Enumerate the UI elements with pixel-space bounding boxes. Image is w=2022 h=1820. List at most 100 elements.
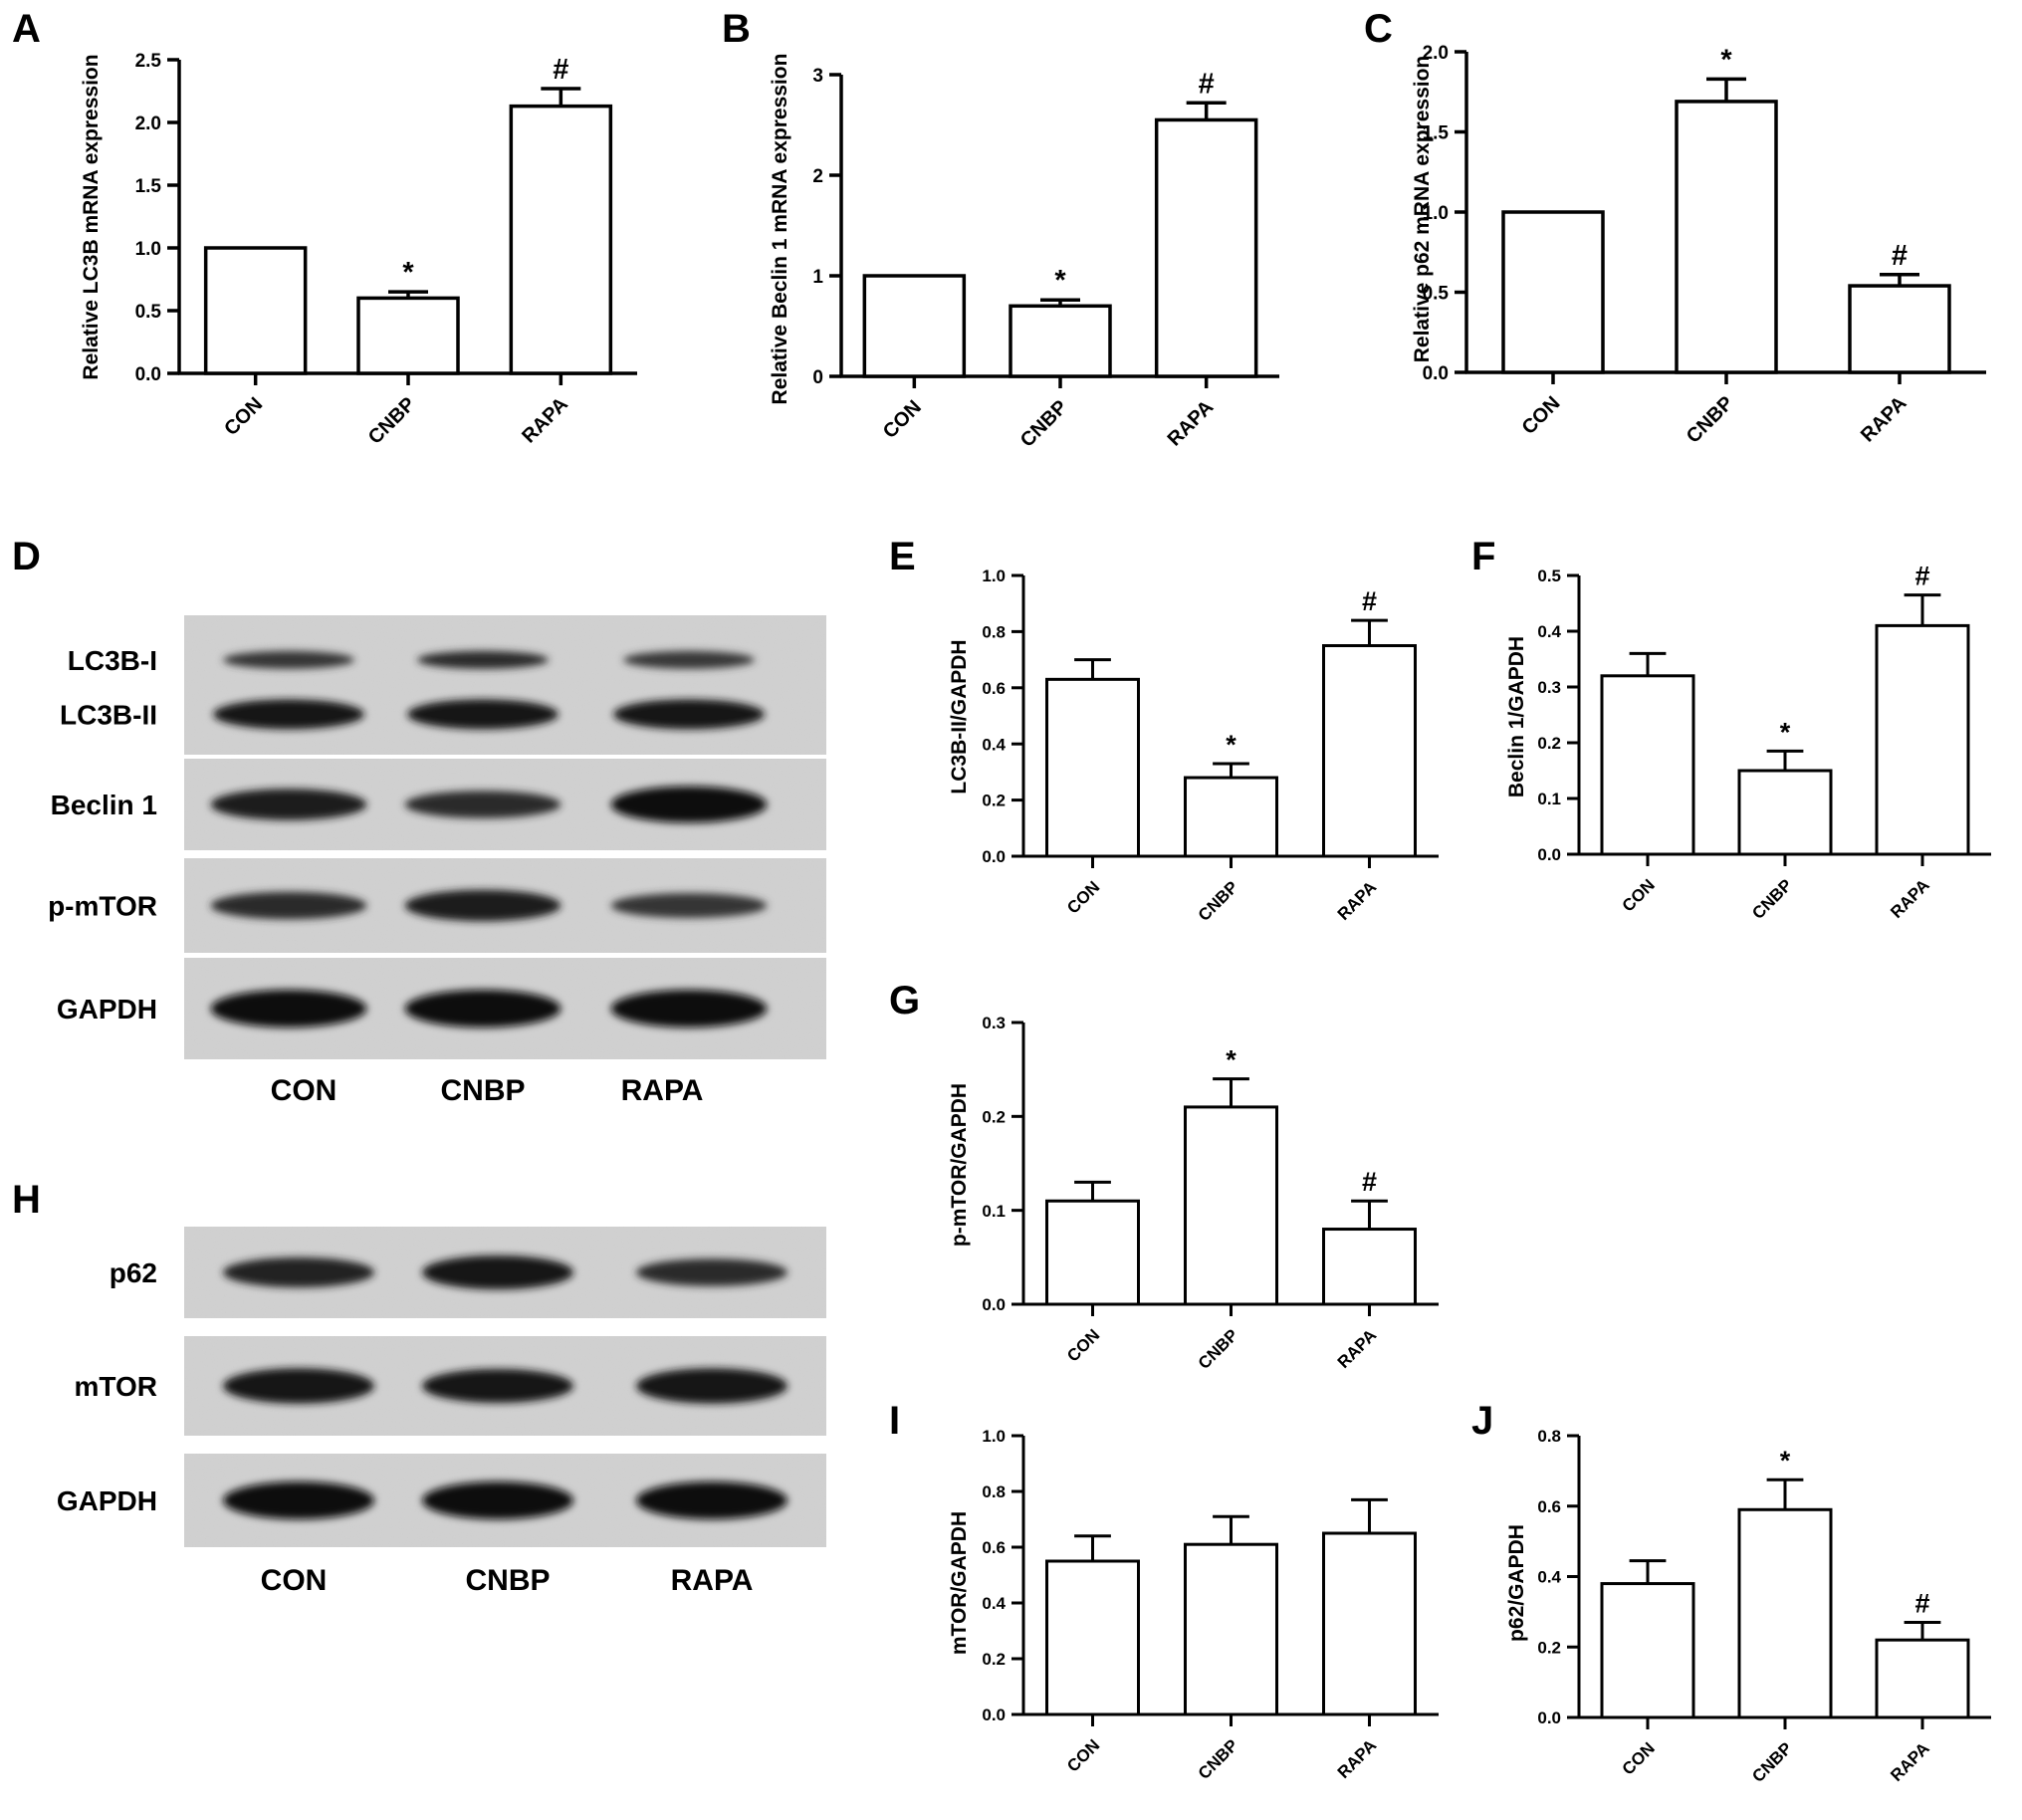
significance-asterisk: * (402, 257, 414, 289)
category-label: RAPA (1887, 875, 1933, 922)
category-label: CNBP (1748, 875, 1795, 922)
bar-rapa (1875, 623, 1970, 856)
significance-hash: # (1892, 240, 1908, 272)
panel-letter: F (1471, 535, 1495, 578)
y-axis-label: Relative LC3B mRNA expression (80, 54, 103, 379)
lane-label: CON (271, 1074, 337, 1107)
y-tick-label: 0.1 (1537, 790, 1561, 808)
y-tick-label: 0.2 (982, 1107, 1006, 1126)
y-tick-label: 0.0 (1537, 845, 1561, 864)
y-tick-label: 0.4 (982, 1594, 1006, 1613)
blot-row-label: mTOR (75, 1371, 158, 1402)
bar-cnbp (1184, 1105, 1278, 1306)
category-label: CON (1619, 875, 1659, 915)
y-tick-label: 0.0 (1423, 363, 1449, 384)
blot-strip: GAPDH (57, 1454, 826, 1547)
y-tick-label: 0.5 (1537, 567, 1561, 585)
bar-cnbp (1184, 1542, 1278, 1716)
bar-cnbp (1184, 776, 1278, 858)
protein-band (422, 1254, 573, 1290)
blot-row-label: GAPDH (57, 1485, 157, 1516)
significance-hash: # (553, 54, 568, 86)
y-tick-label: 0.4 (1537, 1568, 1561, 1587)
category-label: CON (1619, 1738, 1659, 1778)
blot-row-label: Beclin 1 (51, 790, 157, 820)
bar-con (203, 246, 308, 375)
bar-chart-f: F 0.0 0.1 0.2 0.3 0.4 0.5 Beclin 1/GAPDH CON * CNB… (1471, 535, 1991, 923)
category-label: RAPA (1334, 1325, 1381, 1372)
category-label: CNBP (1195, 1735, 1241, 1782)
blot-row-label: GAPDH (57, 994, 157, 1024)
protein-band (223, 1368, 374, 1404)
category-label: CNBP (1195, 877, 1241, 924)
protein-band (210, 789, 367, 820)
protein-band (404, 791, 562, 818)
lane-label: CNBP (440, 1074, 525, 1107)
bar-cnbp (1737, 769, 1833, 856)
blot-row-label: p62 (110, 1257, 157, 1288)
y-tick-label: 1.0 (982, 567, 1006, 585)
bar-chart-g: G 0.0 0.1 0.2 0.3 p-mTOR/GAPDH CON * CNBP # RAPA (889, 979, 1439, 1373)
category-label: CON (1063, 877, 1103, 917)
protein-band (213, 699, 364, 730)
bar-con (1501, 210, 1605, 374)
y-tick-label: 0.1 (982, 1202, 1006, 1221)
bar-rapa (1848, 284, 1951, 374)
protein-band (610, 990, 768, 1027)
panel-letter: D (12, 535, 41, 578)
panel-letter: C (1364, 7, 1393, 51)
bar-chart-e: E 0.0 0.2 0.4 0.6 0.8 1.0 LC3B-II/GAPDH CON * CNBP… (889, 535, 1439, 925)
protein-band (422, 1368, 573, 1404)
y-tick-label: 1.5 (1423, 122, 1450, 143)
y-axis-label: Relative p62 mRNA expression (1411, 56, 1434, 363)
bar-con (1600, 1582, 1695, 1719)
bar-rapa (509, 104, 613, 375)
protein-band (223, 650, 354, 669)
y-tick-label: 3 (812, 66, 823, 87)
y-axis-label: Beclin 1/GAPDH (1505, 636, 1528, 797)
bar-cnbp (356, 296, 460, 375)
protein-band (407, 699, 559, 730)
protein-band (210, 990, 367, 1027)
panel-letter: B (722, 7, 751, 51)
blot-row-label: LC3B-II (60, 699, 157, 730)
panel-letter: H (12, 1178, 41, 1222)
panel-letter: E (889, 535, 916, 578)
y-tick-label: 0.0 (982, 847, 1006, 866)
panel-letter: I (889, 1399, 900, 1443)
panel-letter: A (12, 7, 41, 51)
y-tick-label: 1.0 (982, 1427, 1006, 1446)
bar-con (1045, 1559, 1140, 1716)
bar-rapa (1322, 1228, 1417, 1306)
y-tick-label: 0.5 (135, 302, 162, 323)
y-tick-label: 0.3 (1537, 678, 1561, 697)
y-tick-label: 0.2 (982, 1650, 1006, 1669)
y-tick-label: 1.0 (135, 239, 161, 260)
bar-con (1600, 674, 1695, 856)
bar-rapa (1154, 117, 1258, 378)
y-tick-label: 0.5 (1423, 283, 1450, 304)
western-blot-d: D LC3B-I LC3B-II Beclin 1 p-mTOR GAPDH CON CNBP… (12, 535, 826, 1107)
blot-strip: LC3B-I LC3B-II (60, 615, 826, 755)
category-label: RAPA (1334, 1735, 1381, 1782)
y-tick-label: 2.5 (135, 51, 162, 72)
y-tick-label: 1 (812, 267, 823, 288)
significance-asterisk: * (1226, 730, 1236, 760)
y-axis-label: Relative Beclin 1 mRNA expression (769, 54, 791, 405)
category-label: CON (1063, 1735, 1103, 1775)
y-axis-label: p62/GAPDH (1505, 1524, 1528, 1642)
protein-band (613, 699, 765, 730)
significance-asterisk: * (1054, 265, 1066, 297)
category-label: RAPA (1857, 392, 1911, 447)
category-label: CON (1518, 392, 1565, 439)
bar-cnbp (1737, 1507, 1833, 1719)
category-label: CNBP (1683, 392, 1738, 448)
blot-strip: GAPDH (57, 958, 826, 1059)
lane-label: RAPA (671, 1564, 754, 1597)
category-label: CON (879, 396, 926, 443)
y-axis-label: mTOR/GAPDH (948, 1511, 971, 1655)
category-label: RAPA (518, 393, 572, 448)
y-tick-label: 1.0 (1423, 203, 1449, 224)
